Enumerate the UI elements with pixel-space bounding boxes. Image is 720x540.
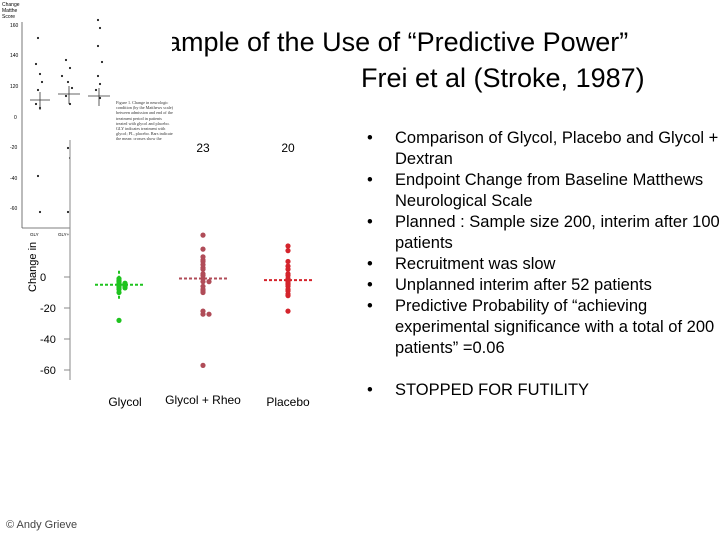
bullet-dot: • [367,297,373,315]
bullet-dot: • [367,129,373,147]
scan-dot [96,18,100,22]
scan-ytick: 160 [10,23,19,29]
scan-dot [96,74,100,78]
scan-dot [94,88,98,92]
data-point [200,232,206,238]
y-tick-label: 0 [40,272,46,284]
footer-credit: © Andy Grieve [6,519,78,531]
scan-ytick: -40 [10,176,17,182]
x-category-label: Glycol + Rheo [165,393,241,407]
bullet-item: • Endpoint Change from Baseline Matthews … [367,171,704,210]
data-point [285,293,291,299]
scan-ytick: 120 [10,84,19,90]
data-point [285,243,291,249]
scan-dot [96,44,100,48]
chart-y-ticks: 0 -20 -40 -60 [40,272,70,377]
bullet-dot: • [367,171,373,189]
chart-x-labels: Glycol Glycol + Rheo Placebo [108,393,310,409]
scan-dot [34,62,38,66]
y-tick-label: -20 [40,303,56,315]
bullet-item: • Predictive Probability of “achieving ex… [367,297,715,357]
bullet-item: • Comparison of Glycol, Placebo and Glyco… [367,129,719,168]
scan-xtick: GLY+HES [58,232,79,237]
group-count-label: 20 [281,141,295,155]
data-point [200,246,206,252]
data-point [285,258,291,265]
data-point [200,266,206,272]
scan-dot [36,174,40,178]
scan-dot [68,102,72,106]
scan-dot [70,86,74,90]
scan-dot [98,96,102,100]
scan-ylabel-3: Score [2,14,15,20]
data-point [285,308,291,314]
scan-ytick: -60 [10,206,17,212]
x-category-label: Glycol [108,395,141,409]
scan-dot [34,102,38,106]
y-tick-label: -60 [40,365,56,377]
scan-data-points [34,18,104,214]
data-point [285,266,291,272]
scan-dot [68,66,72,70]
bullet-dot: • [367,381,373,399]
chart-group-counts: 23 20 [196,141,295,155]
y-tick-label: -40 [40,334,56,346]
chart-points [95,232,312,368]
scan-ytick: -20 [10,145,17,151]
scan-xtick: GLY [30,232,39,237]
slide-title-line-1: ample of the Use of “Predictive Power” [166,27,629,57]
data-point [200,311,206,317]
group-count-label: 23 [196,141,210,155]
data-point [206,279,212,285]
data-point [116,317,122,323]
dot-plot-chart: Change in 0 -20 -40 -60 23 20 Glycol Glycol +… [27,140,330,409]
scan-dot [66,210,70,214]
scan-ylabel-1: Change [2,2,20,8]
scan-dot [40,80,44,84]
slide-title-line-2: Frei et al (Stroke, 1987) [361,63,645,93]
bullet-item: • Recruitment was slow [367,255,556,273]
bullet-dot: • [367,213,373,231]
scan-dot [38,210,42,214]
plot-background [70,140,330,380]
scan-dot [38,72,42,76]
scan-dot [98,26,102,30]
x-category-label: Placebo [266,395,310,409]
data-point [200,362,206,368]
scan-dot [64,58,68,62]
scan-dot [64,94,68,98]
scan-dot [66,146,70,150]
data-point [285,248,291,254]
bullet-item: • Unplanned interim after 52 patients [367,276,652,294]
scan-dot [66,80,70,84]
scan-ytick: 140 [10,53,19,59]
scan-dot [100,60,104,64]
bullet-item: • Planned : Sample size 200, interim afte… [367,213,720,252]
scan-dot [36,88,40,92]
scan-ytick: 0 [14,115,17,121]
scan-dot [36,36,40,40]
scan-dot [38,106,42,110]
chart-ylabel: Change in [27,242,39,292]
scan-ylabel-2: Matthe [2,8,18,14]
bullet-list: • Comparison of Glycol, Placebo and Glyco… [360,128,720,401]
data-point [206,311,212,317]
bullet-item: • STOPPED FOR FUTILITY [367,381,590,399]
scan-dot [98,82,102,86]
bullet-dot: • [367,276,373,294]
bullet-dot: • [367,255,373,273]
scan-dot [60,74,64,78]
